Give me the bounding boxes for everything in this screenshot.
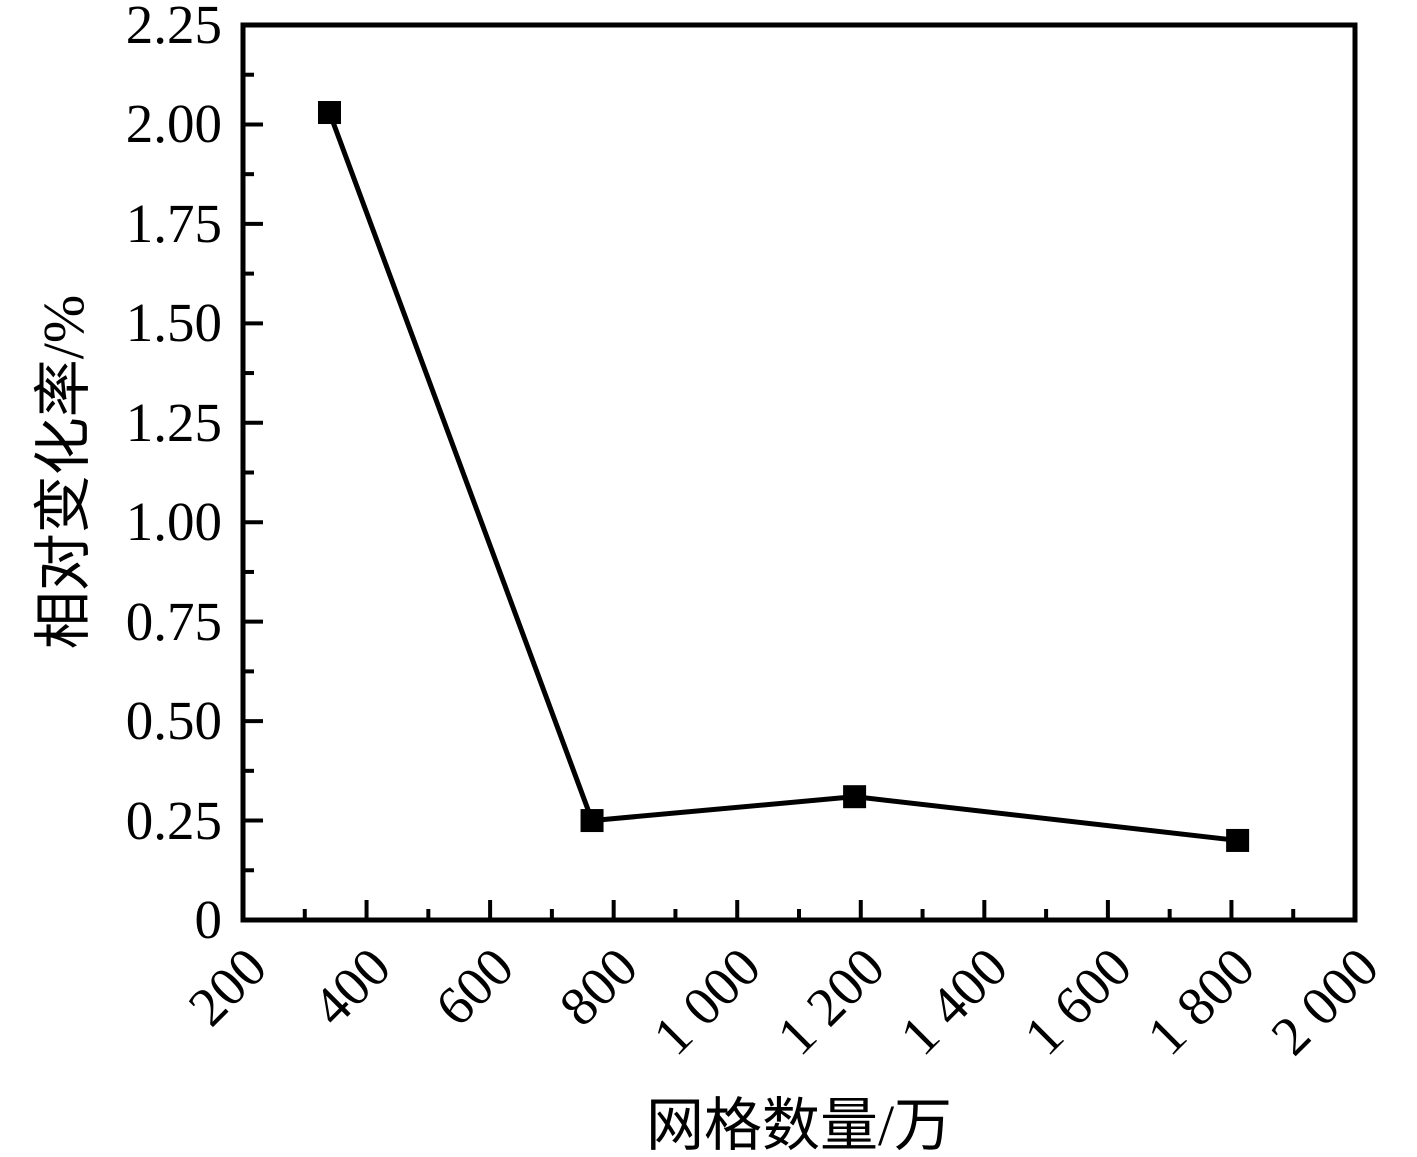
y-axis-title: 相对变化率/%: [31, 294, 96, 650]
data-point-marker: [1226, 828, 1250, 852]
y-tick-label: 0: [194, 889, 223, 950]
plot-border: [240, 22, 1358, 923]
y-tick-label: 2.25: [125, 0, 222, 55]
y-tick-label: 1.75: [125, 192, 222, 254]
y-tick-label: 2.00: [125, 93, 222, 155]
y-tick-label: 0.25: [125, 789, 222, 851]
data-point-marker: [580, 809, 604, 833]
y-tick-label: 0.50: [125, 690, 222, 752]
data-line: [327, 111, 1238, 843]
x-axis-title: 网格数量/万: [645, 1093, 953, 1157]
data-point-marker: [843, 785, 867, 809]
y-tick-label: 0.75: [125, 590, 222, 652]
y-tick-label: 1.00: [125, 491, 222, 553]
y-tick-label: 1.50: [125, 292, 222, 354]
data-point-marker: [317, 101, 341, 125]
y-tick-label: 1.25: [125, 391, 222, 453]
